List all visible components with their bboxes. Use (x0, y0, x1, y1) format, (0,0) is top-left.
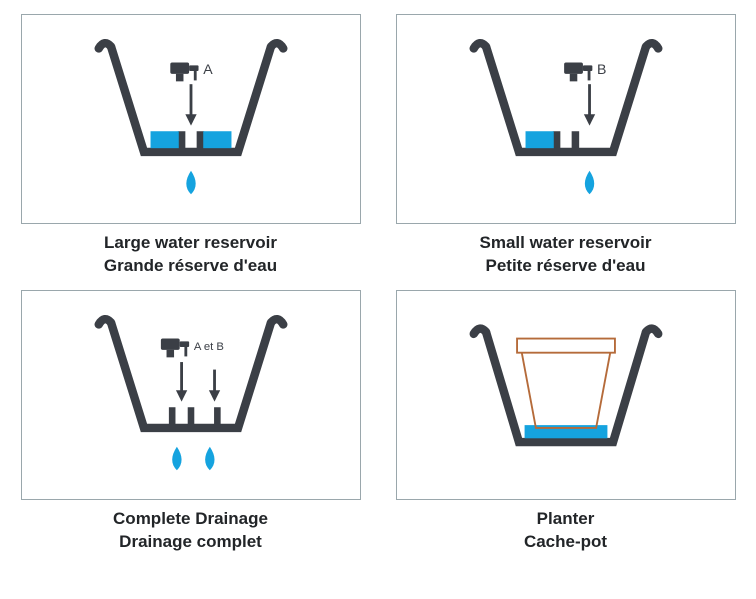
caption-large-reservoir: Large water reservoir Grande réserve d'e… (104, 232, 277, 278)
cell-complete-drainage: A et B Complete Drainage Drainage comple… (18, 290, 363, 554)
caption-fr: Grande réserve d'eau (104, 255, 277, 278)
panel-small-reservoir: B (396, 14, 736, 224)
diagram-planter (406, 295, 726, 495)
drill-icon (170, 63, 198, 82)
drill-label: B (597, 61, 606, 77)
inner-pot-icon (517, 338, 615, 427)
cell-planter: Planter Cache-pot (393, 290, 738, 554)
diagram-large-reservoir: A (31, 19, 351, 219)
caption-planter: Planter Cache-pot (524, 508, 607, 554)
diagram-small-reservoir: B (406, 19, 726, 219)
panel-planter (396, 290, 736, 500)
drill-icon (564, 63, 592, 82)
drill-label: A et B (193, 341, 223, 353)
caption-small-reservoir: Small water reservoir Petite réserve d'e… (480, 232, 652, 278)
caption-en: Large water reservoir (104, 232, 277, 255)
drill-icon (160, 338, 188, 357)
panel-complete-drainage: A et B (21, 290, 361, 500)
diagram-complete-drainage: A et B (31, 295, 351, 495)
diagram-grid: A Large water reservoir Grande réserve d… (0, 0, 756, 568)
panel-large-reservoir: A (21, 14, 361, 224)
cell-large-reservoir: A Large water reservoir Grande réserve d… (18, 14, 363, 278)
caption-fr: Petite réserve d'eau (480, 255, 652, 278)
caption-en: Small water reservoir (480, 232, 652, 255)
caption-en: Complete Drainage (113, 508, 268, 531)
drill-label: A (203, 61, 213, 77)
caption-complete-drainage: Complete Drainage Drainage complet (113, 508, 268, 554)
caption-fr: Cache-pot (524, 531, 607, 554)
caption-en: Planter (524, 508, 607, 531)
caption-fr: Drainage complet (113, 531, 268, 554)
cell-small-reservoir: B Small water reservoir Petite réserve d… (393, 14, 738, 278)
